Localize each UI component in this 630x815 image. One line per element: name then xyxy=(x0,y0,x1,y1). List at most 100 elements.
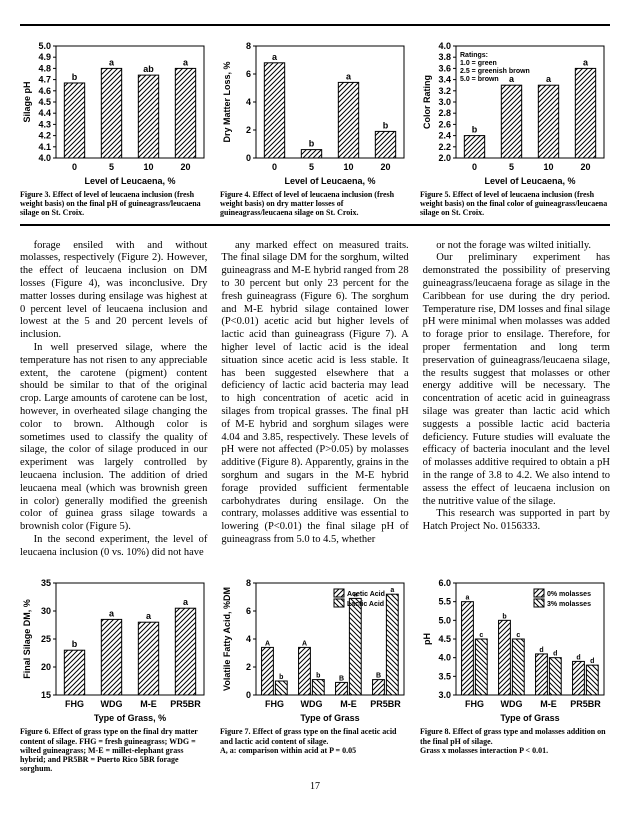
svg-text:b: b xyxy=(72,72,78,82)
svg-text:2.6: 2.6 xyxy=(438,119,451,129)
svg-text:4: 4 xyxy=(246,634,251,644)
svg-text:0: 0 xyxy=(272,162,277,172)
svg-text:5.5: 5.5 xyxy=(438,597,451,607)
svg-text:PR5BR: PR5BR xyxy=(570,699,601,709)
svg-text:PR5BR: PR5BR xyxy=(170,699,201,709)
svg-text:4.9: 4.9 xyxy=(38,52,51,62)
svg-text:5.0: 5.0 xyxy=(438,616,451,626)
svg-text:a: a xyxy=(272,52,278,62)
svg-text:20: 20 xyxy=(41,662,51,672)
svg-text:WDG: WDG xyxy=(101,699,123,709)
svg-text:b: b xyxy=(309,139,315,149)
svg-text:4.0: 4.0 xyxy=(438,653,451,663)
svg-text:6: 6 xyxy=(246,606,251,616)
svg-text:8: 8 xyxy=(246,578,251,588)
svg-text:5: 5 xyxy=(109,162,114,172)
svg-text:Level of Leucaena, %: Level of Leucaena, % xyxy=(484,176,575,186)
svg-text:0: 0 xyxy=(72,162,77,172)
svg-text:a: a xyxy=(546,74,552,84)
paragraph: or not the forage was wilted initially. xyxy=(423,240,610,253)
svg-text:a: a xyxy=(583,57,589,67)
figure-7: 02468AbFHGAbWDGBaM-EBaPR5BRType of Grass… xyxy=(220,573,410,773)
svg-text:3.8: 3.8 xyxy=(438,52,451,62)
svg-text:a: a xyxy=(346,71,352,81)
figure-5: 2.02.22.42.62.83.03.23.43.63.84.0b0a5a10… xyxy=(420,36,610,218)
paragraph: In the second experiment, the level of l… xyxy=(20,534,207,560)
svg-text:5: 5 xyxy=(509,162,514,172)
svg-text:PR5BR: PR5BR xyxy=(370,699,401,709)
top-rule xyxy=(20,24,610,26)
svg-text:3% molasses: 3% molasses xyxy=(547,601,591,608)
svg-text:WDG: WDG xyxy=(301,699,323,709)
svg-text:4.3: 4.3 xyxy=(38,119,51,129)
paragraph: any marked effect on measured traits. Th… xyxy=(221,240,408,547)
svg-text:Acetic Acid: Acetic Acid xyxy=(347,591,385,598)
svg-text:a: a xyxy=(109,57,115,67)
svg-text:c: c xyxy=(516,632,520,639)
svg-text:d: d xyxy=(590,659,594,666)
top-chart-row: 4.04.14.24.34.44.54.64.74.84.95.0b0a5ab1… xyxy=(20,36,610,218)
svg-text:0: 0 xyxy=(246,690,251,700)
svg-text:2.2: 2.2 xyxy=(438,142,451,152)
svg-text:FHG: FHG xyxy=(465,699,484,709)
svg-text:3.2: 3.2 xyxy=(438,86,451,96)
figure-6: 1520253035bFHGaWDGaM-EaPR5BRType of Gras… xyxy=(20,573,210,773)
svg-text:M-E: M-E xyxy=(340,699,357,709)
text-column-2: any marked effect on measured traits. Th… xyxy=(221,240,408,560)
svg-text:4.2: 4.2 xyxy=(38,131,51,141)
svg-text:a: a xyxy=(509,74,515,84)
svg-text:b: b xyxy=(502,614,506,621)
svg-text:Type of Grass, %: Type of Grass, % xyxy=(94,713,166,723)
svg-text:8: 8 xyxy=(246,41,251,51)
svg-text:0% molasses: 0% molasses xyxy=(547,591,591,598)
svg-text:4.1: 4.1 xyxy=(38,142,51,152)
svg-text:20: 20 xyxy=(180,162,190,172)
svg-text:d: d xyxy=(539,647,543,654)
svg-text:10: 10 xyxy=(343,162,353,172)
fig8-caption: Figure 8. Effect of grass type and molas… xyxy=(420,727,610,755)
paragraph: forage ensiled with and without molasses… xyxy=(20,240,207,342)
svg-text:Ratings:: Ratings: xyxy=(460,52,488,59)
svg-text:2: 2 xyxy=(246,125,251,135)
svg-text:Final Silage DM, %: Final Silage DM, % xyxy=(22,600,32,680)
svg-text:Type of Grass: Type of Grass xyxy=(300,713,359,723)
svg-text:3.0: 3.0 xyxy=(438,97,451,107)
paragraph: This research was supported in part by H… xyxy=(423,508,610,534)
body-text: forage ensiled with and without molasses… xyxy=(20,240,610,560)
svg-text:Dry Matter Loss, %: Dry Matter Loss, % xyxy=(222,61,232,142)
svg-text:35: 35 xyxy=(41,578,51,588)
text-column-3: or not the forage was wilted initially.O… xyxy=(423,240,610,560)
svg-text:Lactic Acid: Lactic Acid xyxy=(347,601,384,608)
svg-text:4.7: 4.7 xyxy=(38,75,51,85)
svg-text:5.0: 5.0 xyxy=(38,41,51,51)
svg-text:3.0: 3.0 xyxy=(438,690,451,700)
svg-text:2.0: 2.0 xyxy=(438,153,451,163)
fig3-caption: Figure 3. Effect of level of leucaena in… xyxy=(20,190,210,218)
svg-text:b: b xyxy=(383,120,389,130)
svg-text:a: a xyxy=(146,612,152,622)
svg-text:M-E: M-E xyxy=(540,699,557,709)
svg-text:B: B xyxy=(339,676,344,683)
svg-text:a: a xyxy=(390,588,394,595)
svg-text:5: 5 xyxy=(309,162,314,172)
svg-text:2: 2 xyxy=(246,662,251,672)
svg-text:15: 15 xyxy=(41,690,51,700)
svg-text:d: d xyxy=(553,651,557,658)
svg-text:1.0 = green: 1.0 = green xyxy=(460,60,497,67)
svg-text:Level of Leucaena, %: Level of Leucaena, % xyxy=(284,176,375,186)
figure-3: 4.04.14.24.34.44.54.64.74.84.95.0b0a5ab1… xyxy=(20,36,210,218)
page-number: 17 xyxy=(20,781,610,792)
svg-text:4.0: 4.0 xyxy=(38,153,51,163)
svg-text:4.0: 4.0 xyxy=(438,41,451,51)
svg-text:6.0: 6.0 xyxy=(438,578,451,588)
svg-text:20: 20 xyxy=(580,162,590,172)
svg-text:a: a xyxy=(183,57,189,67)
svg-text:10: 10 xyxy=(543,162,553,172)
svg-text:pH: pH xyxy=(422,633,432,645)
svg-text:b: b xyxy=(316,673,320,680)
svg-text:3.6: 3.6 xyxy=(438,63,451,73)
svg-text:b: b xyxy=(472,125,478,135)
svg-text:3.5: 3.5 xyxy=(438,672,451,682)
svg-text:5.0 = brown: 5.0 = brown xyxy=(460,76,499,83)
svg-text:0: 0 xyxy=(246,153,251,163)
